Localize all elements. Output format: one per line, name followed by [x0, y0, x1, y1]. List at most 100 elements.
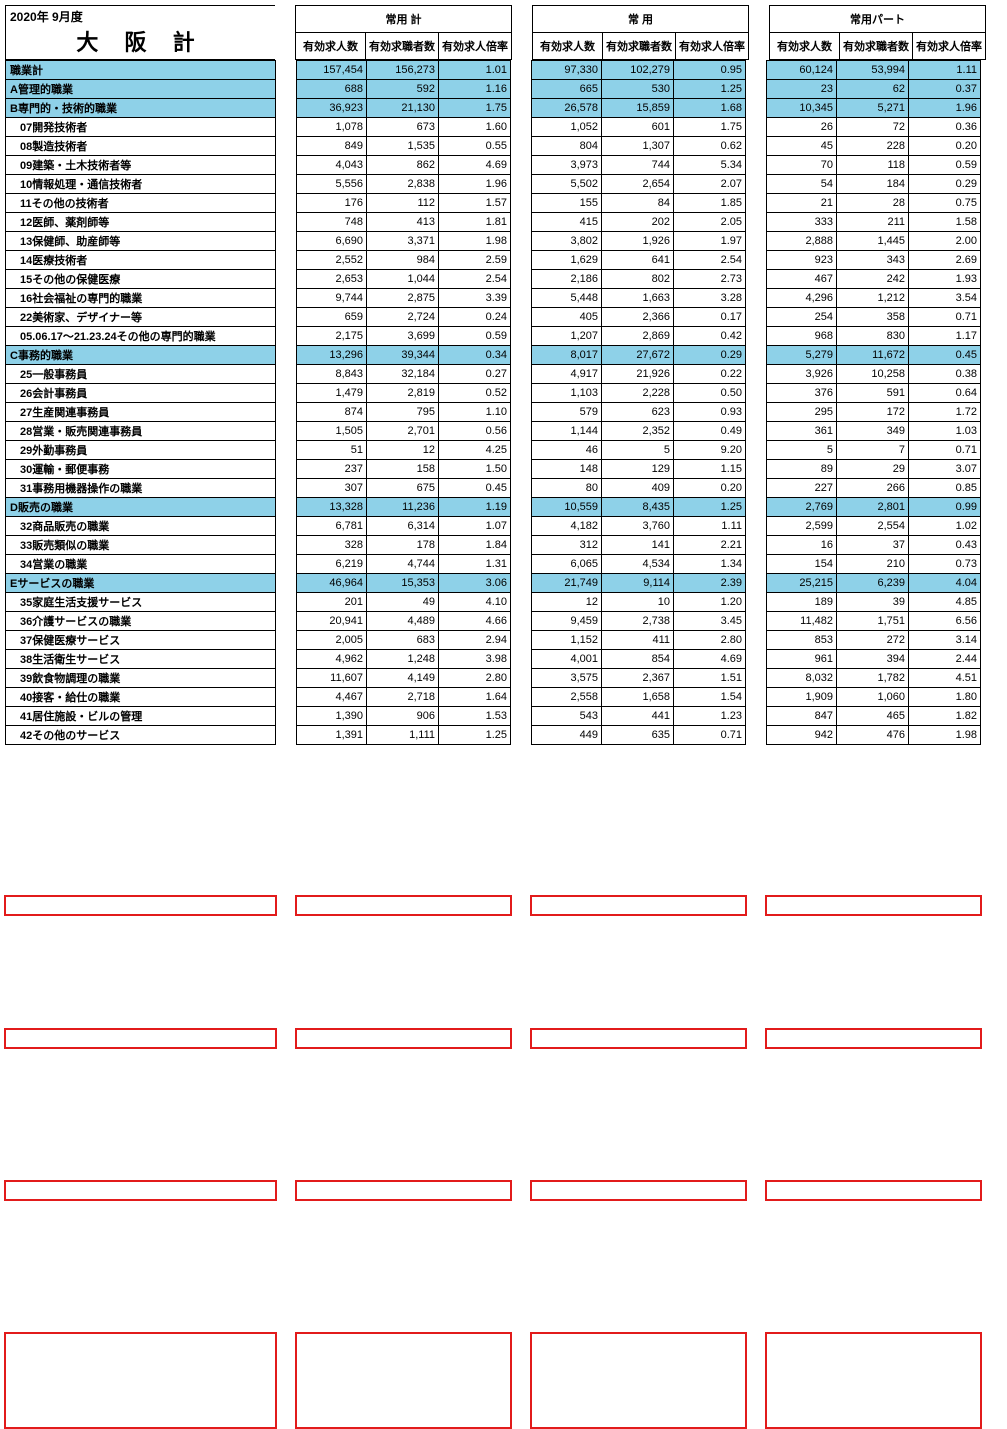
cell-rate: 1.25	[674, 80, 746, 99]
cell-rate: 1.81	[439, 213, 511, 232]
cell-count: 148	[532, 460, 602, 479]
cell-count: 4,043	[297, 156, 367, 175]
cell-count: 84	[602, 194, 674, 213]
cell-rate: 1.54	[674, 688, 746, 707]
cell-rate: 1.16	[439, 80, 511, 99]
cell-count: 1,152	[532, 631, 602, 650]
col-header: 有効求人数	[296, 33, 366, 60]
cell-rate: 0.20	[674, 479, 746, 498]
cell-rate: 4.10	[439, 593, 511, 612]
cell-rate: 2.07	[674, 175, 746, 194]
col-header: 有効求職者数	[603, 33, 676, 60]
row-label: 40接客・給仕の職業	[6, 688, 276, 707]
cell-count: 102,279	[602, 61, 674, 80]
row-label: 31事務用機器操作の職業	[6, 479, 276, 498]
cell-count: 1,663	[602, 289, 674, 308]
cell-count: 1,111	[367, 726, 439, 745]
cell-rate: 2.59	[439, 251, 511, 270]
group-body-1: 97,330102,2790.956655301.2526,57815,8591…	[531, 60, 746, 745]
cell-count: 10	[602, 593, 674, 612]
col-header: 有効求人倍率	[439, 33, 512, 60]
cell-count: 7	[837, 441, 909, 460]
cell-count: 3,371	[367, 232, 439, 251]
cell-count: 2,005	[297, 631, 367, 650]
cell-rate: 1.84	[439, 536, 511, 555]
cell-rate: 1.85	[674, 194, 746, 213]
row-label: 30運輸・郵便事務	[6, 460, 276, 479]
cell-count: 579	[532, 403, 602, 422]
cell-count: 8,435	[602, 498, 674, 517]
cell-count: 1,207	[532, 327, 602, 346]
cell-count: 2,769	[767, 498, 837, 517]
cell-rate: 0.27	[439, 365, 511, 384]
row-label: 08製造技術者	[6, 137, 276, 156]
row-label: 36介護サービスの職業	[6, 612, 276, 631]
cell-count: 688	[297, 80, 367, 99]
cell-count: 184	[837, 175, 909, 194]
highlight-box	[765, 895, 982, 916]
cell-count: 849	[297, 137, 367, 156]
row-label: 29外勤事務員	[6, 441, 276, 460]
cell-count: 376	[767, 384, 837, 403]
highlight-box	[530, 1028, 747, 1049]
cell-rate: 0.37	[909, 80, 981, 99]
cell-rate: 2.21	[674, 536, 746, 555]
cell-count: 32,184	[367, 365, 439, 384]
cell-count: 189	[767, 593, 837, 612]
cell-count: 2,888	[767, 232, 837, 251]
cell-count: 6,781	[297, 517, 367, 536]
cell-count: 1,629	[532, 251, 602, 270]
cell-count: 530	[602, 80, 674, 99]
cell-rate: 1.31	[439, 555, 511, 574]
cell-count: 129	[602, 460, 674, 479]
cell-rate: 1.98	[909, 726, 981, 745]
cell-count: 155	[532, 194, 602, 213]
row-label: 32商品販売の職業	[6, 517, 276, 536]
cell-count: 211	[837, 213, 909, 232]
period-label: 2020年 9月度	[10, 8, 271, 25]
highlight-box	[295, 895, 512, 916]
highlight-box	[530, 895, 747, 916]
cell-rate: 4.51	[909, 669, 981, 688]
col-header: 有効求職者数	[366, 33, 439, 60]
cell-rate: 4.04	[909, 574, 981, 593]
highlight-box	[295, 1028, 512, 1049]
cell-count: 210	[837, 555, 909, 574]
cell-rate: 2.05	[674, 213, 746, 232]
cell-count: 62	[837, 80, 909, 99]
cell-count: 29	[837, 460, 909, 479]
row-label: 05.06.17～21.23.24その他の専門的職業	[6, 327, 276, 346]
row-label: 15その他の保健医療	[6, 270, 276, 289]
cell-count: 3,575	[532, 669, 602, 688]
cell-count: 405	[532, 308, 602, 327]
cell-count: 202	[602, 213, 674, 232]
cell-count: 1,060	[837, 688, 909, 707]
cell-rate: 3.14	[909, 631, 981, 650]
cell-count: 21	[767, 194, 837, 213]
cell-count: 543	[532, 707, 602, 726]
cell-count: 333	[767, 213, 837, 232]
cell-count: 10,258	[837, 365, 909, 384]
cell-count: 54	[767, 175, 837, 194]
row-label: 38生活衛生サービス	[6, 650, 276, 669]
row-label: C事務的職業	[6, 346, 276, 365]
row-label: 11その他の技術者	[6, 194, 276, 213]
cell-count: 6,314	[367, 517, 439, 536]
cell-count: 1,479	[297, 384, 367, 403]
cell-rate: 2.69	[909, 251, 981, 270]
cell-count: 635	[602, 726, 674, 745]
cell-count: 307	[297, 479, 367, 498]
group-title: 常用パート	[770, 6, 986, 33]
cell-rate: 1.72	[909, 403, 981, 422]
cell-count: 592	[367, 80, 439, 99]
cell-rate: 1.02	[909, 517, 981, 536]
cell-count: 923	[767, 251, 837, 270]
cell-count: 601	[602, 118, 674, 137]
cell-count: 1,782	[837, 669, 909, 688]
cell-count: 5,279	[767, 346, 837, 365]
cell-rate: 1.58	[909, 213, 981, 232]
cell-count: 39	[837, 593, 909, 612]
cell-count: 23	[767, 80, 837, 99]
highlight-box	[4, 895, 277, 916]
cell-count: 118	[837, 156, 909, 175]
